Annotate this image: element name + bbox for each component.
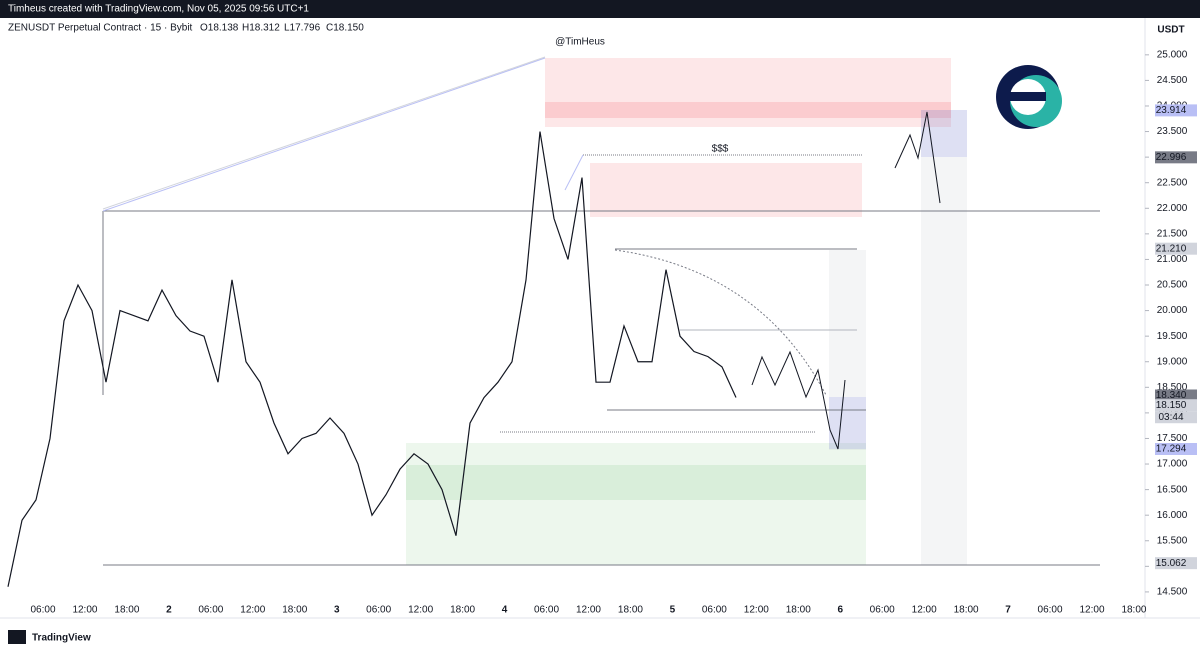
x-tick-label: 18:00 (114, 605, 139, 616)
range-column (829, 250, 866, 450)
countdown-box (1155, 411, 1197, 424)
x-tick-label: 18:00 (450, 605, 475, 616)
price-label: 17.294 (1156, 444, 1187, 455)
price-label-box (1155, 389, 1197, 402)
x-tick-label: 2 (166, 605, 172, 616)
ohlc: O18.138 H18.312 L17.796 C18.150 (200, 23, 364, 34)
price-label: 22.996 (1156, 152, 1187, 163)
y-tick-label: 20.000 (1157, 305, 1188, 316)
banner-bar (0, 0, 1200, 18)
x-tick-label: 12:00 (72, 605, 97, 616)
logo (996, 65, 1062, 129)
price-label-box (1155, 442, 1197, 455)
price-label: 15.062 (1156, 558, 1187, 569)
supply-band (545, 102, 951, 118)
brand: TradingView (32, 633, 91, 644)
footer: TradingView (8, 630, 91, 644)
price-label: 18.340 (1156, 390, 1187, 401)
trend-line (102, 57, 546, 212)
supply-zone (590, 163, 862, 217)
price-label: 18.150 (1156, 400, 1187, 411)
demand-zone (406, 443, 866, 565)
x-tick-label: 06:00 (1038, 605, 1063, 616)
x-tick-label: 06:00 (366, 605, 391, 616)
y-tick-label: 22.000 (1157, 203, 1188, 214)
x-tick-label: 06:00 (30, 605, 55, 616)
price-line (7, 131, 737, 587)
y-tick-label: 21.000 (1157, 254, 1188, 265)
price-label-box (1155, 557, 1197, 570)
countdown: 03:44 (1158, 412, 1183, 423)
price-label: 23.914 (1156, 105, 1187, 116)
y-tick-label: 23.500 (1157, 126, 1188, 137)
x-tick-label: 12:00 (1079, 605, 1104, 616)
ohlc-value: O18.138 (200, 23, 239, 34)
price-label-box (1155, 104, 1197, 117)
x-tick-label: 5 (670, 605, 676, 616)
x-tick-label: 4 (502, 605, 508, 616)
x-tick-label: 6 (837, 605, 843, 616)
x-tick-label: 18:00 (786, 605, 811, 616)
y-tick-label: 19.000 (1157, 356, 1188, 367)
target-box (829, 397, 866, 449)
banner: Timheus created with TradingView.com, No… (8, 4, 309, 15)
drawings (102, 111, 1100, 566)
ohlc-value: L17.796 (284, 23, 321, 34)
x-tick-label: 06:00 (870, 605, 895, 616)
y-tick-label: 15.500 (1157, 535, 1188, 546)
x-tick-label: 12:00 (240, 605, 265, 616)
y-tick-label: 24.500 (1157, 75, 1188, 86)
x-tick-label: 06:00 (702, 605, 727, 616)
demand-band (406, 465, 866, 500)
logo-bar (1010, 92, 1046, 101)
y-tick-label: 22.500 (1157, 177, 1188, 188)
x-tick-label: 12:00 (576, 605, 601, 616)
y-tick-label: 19.500 (1157, 331, 1188, 342)
projection (751, 350, 846, 450)
y-tick-label: 21.500 (1157, 228, 1188, 239)
ohlc-value: H18.312 (242, 23, 280, 34)
author: @TimHeus (555, 37, 605, 48)
price-label: 21.210 (1156, 243, 1187, 254)
ohlc-value: C18.150 (326, 23, 364, 34)
range-column (921, 110, 967, 565)
chart-title: ZENUSDT Perpetual Contract · 15 · Bybit (8, 23, 193, 34)
x-tick-label: 12:00 (408, 605, 433, 616)
y-tick-label: 14.500 (1157, 587, 1188, 598)
y-tick-label: 16.000 (1157, 510, 1188, 521)
x-tick-label: 06:00 (534, 605, 559, 616)
projection (894, 111, 941, 204)
trend-line (102, 56, 546, 210)
x-tick-label: 3 (334, 605, 340, 616)
trend-line (564, 154, 584, 191)
x-tick-label: 12:00 (744, 605, 769, 616)
x-tick-label: 18:00 (282, 605, 307, 616)
y-tick-label: 20.500 (1157, 280, 1188, 291)
y-tick-label: 18.500 (1157, 382, 1188, 393)
y-tick-label: 16.500 (1157, 484, 1188, 495)
price-label-box (1155, 399, 1197, 412)
x-tick-label: 18:00 (618, 605, 643, 616)
x-tick-label: 18:00 (1121, 605, 1146, 616)
y-tick-label: 17.000 (1157, 459, 1188, 470)
supply-zone (545, 58, 951, 127)
target-box (921, 110, 967, 157)
x-tick-label: 18:00 (954, 605, 979, 616)
brand-icon (8, 630, 26, 644)
x-tick-label: 7 (1005, 605, 1011, 616)
x-tick-label: 12:00 (912, 605, 937, 616)
price-label-box (1155, 151, 1197, 164)
arc (614, 249, 827, 396)
y-tick-label: 17.500 (1157, 433, 1188, 444)
currency: USDT (1157, 25, 1184, 36)
price-label-box (1155, 242, 1197, 255)
annotation: $$$ (712, 144, 729, 155)
x-tick-label: 06:00 (198, 605, 223, 616)
y-tick-label: 25.000 (1157, 49, 1188, 60)
